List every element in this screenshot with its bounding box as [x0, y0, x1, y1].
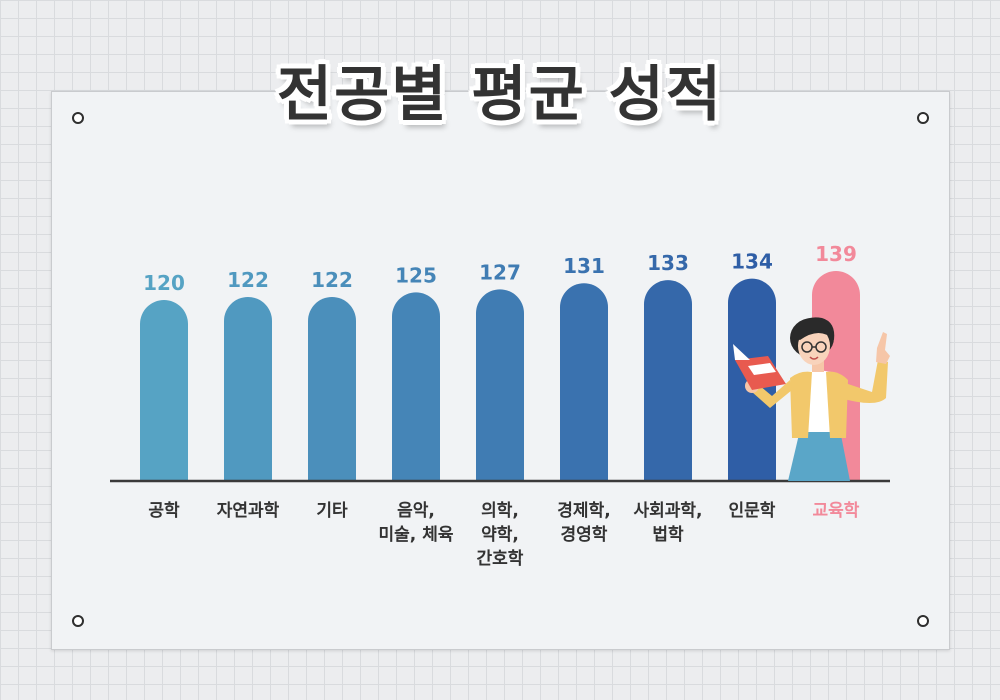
teacher-illustration	[733, 317, 890, 481]
category-label-6: 사회과학, 법학	[633, 501, 702, 545]
category-label-4: 의학, 약학, 간호학	[477, 501, 524, 569]
category-label-3: 음악, 미술, 체육	[379, 501, 454, 545]
value-label-5: 131	[563, 254, 605, 278]
chart-title: 전공별 평균 성적	[276, 60, 724, 130]
category-label-0: 공학	[148, 501, 180, 521]
bar-5	[560, 283, 608, 481]
value-label-3: 125	[395, 263, 437, 287]
pin-icon	[72, 615, 84, 627]
category-label-7: 인문학	[729, 501, 776, 521]
category-labels: 공학 자연과학 기타 음악, 미술, 체육 의학, 약학, 간호학 경제학, 경영학 사회과학, 법학…	[148, 501, 859, 569]
bar-0	[140, 300, 188, 481]
bar-6	[644, 280, 692, 481]
category-label-1: 자연과학	[217, 501, 280, 521]
bar-3	[392, 292, 440, 481]
bar-4	[476, 289, 524, 481]
pin-icon	[917, 615, 929, 627]
bar-2	[308, 296, 356, 481]
bars-layer	[140, 271, 860, 481]
value-label-1: 122	[227, 268, 269, 292]
pin-icon	[917, 112, 929, 124]
value-label-8: 139	[815, 242, 857, 266]
category-label-2: 기타	[316, 501, 348, 521]
value-label-6: 133	[647, 251, 689, 275]
value-label-7: 134	[731, 250, 773, 274]
value-label-2: 122	[311, 268, 353, 292]
value-labels: 120 122 122 125 127 131 133 134 139	[143, 242, 857, 295]
value-label-4: 127	[479, 260, 521, 284]
pin-icon	[72, 112, 84, 124]
category-label-8: 교육학	[813, 501, 860, 521]
value-label-0: 120	[143, 271, 185, 295]
category-label-5: 경제학, 경영학	[557, 501, 610, 545]
bar-1	[224, 296, 272, 481]
